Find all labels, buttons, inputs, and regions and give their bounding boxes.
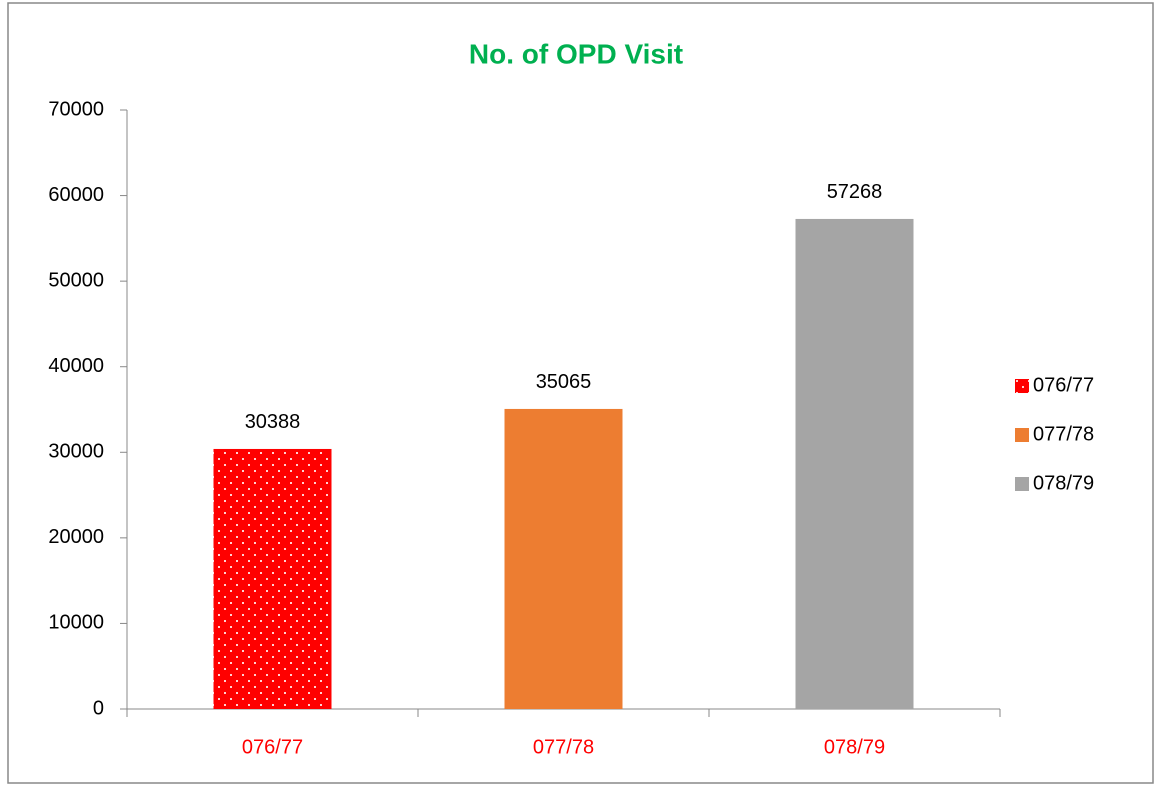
data-label: 57268 [827, 181, 883, 203]
y-tick-label: 20000 [48, 526, 104, 548]
y-tick-label: 40000 [48, 355, 104, 377]
legend-label: 077/78 [1033, 423, 1094, 445]
data-label: 35065 [536, 371, 592, 393]
y-tick-label: 70000 [48, 98, 104, 120]
y-tick-label: 60000 [48, 184, 104, 206]
y-tick-label: 0 [93, 697, 104, 719]
legend-label: 076/77 [1033, 374, 1094, 396]
bar [213, 448, 332, 709]
x-tick-label: 076/77 [242, 736, 303, 758]
x-tick-label: 078/79 [824, 736, 885, 758]
legend-swatch [1015, 477, 1029, 491]
bar [795, 218, 914, 710]
legend-swatch [1015, 379, 1029, 393]
y-tick-label: 30000 [48, 441, 104, 463]
legend-swatch [1015, 428, 1029, 442]
x-tick-label: 077/78 [533, 736, 594, 758]
data-label: 30388 [245, 411, 301, 433]
y-tick-label: 50000 [48, 269, 104, 291]
y-tick-label: 10000 [48, 612, 104, 634]
legend-label: 078/79 [1033, 472, 1094, 494]
chart-title: No. of OPD Visit [469, 38, 683, 69]
bar [504, 408, 623, 709]
